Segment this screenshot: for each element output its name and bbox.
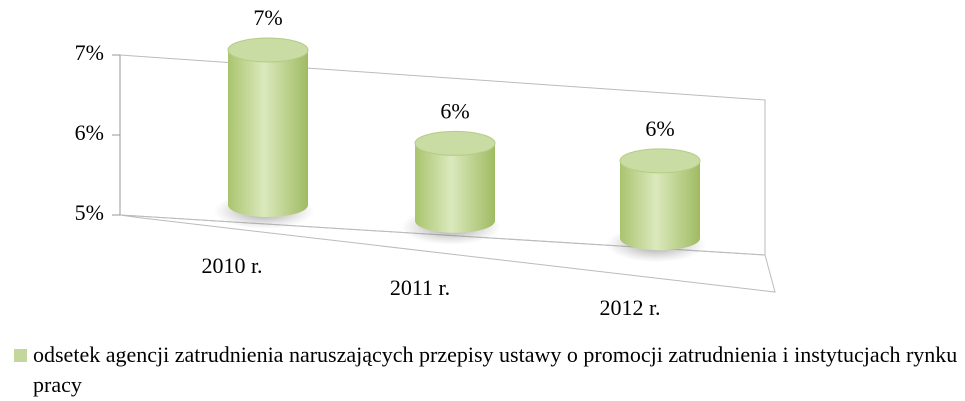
chart: 5% 6% 7% 7% 2010 r. 6% 2011 r. 6% 2012 r. bbox=[75, 5, 776, 320]
x-tick-label: 2011 r. bbox=[390, 275, 450, 300]
bar-top bbox=[619, 148, 701, 174]
y-tick-label: 5% bbox=[75, 200, 104, 225]
bar bbox=[228, 50, 308, 217]
value-label: 6% bbox=[440, 98, 469, 123]
bar-top bbox=[414, 130, 496, 156]
value-label: 7% bbox=[253, 5, 282, 30]
legend-label: odsetek agencji zatrudnienia naruszający… bbox=[33, 342, 958, 397]
floor bbox=[119, 214, 776, 293]
legend: odsetek agencji zatrudnienia naruszający… bbox=[14, 340, 959, 400]
legend-swatch bbox=[14, 349, 27, 362]
y-tick-label: 7% bbox=[75, 40, 104, 65]
y-tick-label: 6% bbox=[75, 120, 104, 145]
bar bbox=[620, 160, 700, 251]
value-label: 6% bbox=[645, 116, 674, 141]
bar-top bbox=[227, 37, 309, 63]
x-tick-label: 2012 r. bbox=[599, 295, 660, 320]
x-tick-label: 2010 r. bbox=[201, 253, 262, 278]
bar bbox=[415, 143, 495, 233]
